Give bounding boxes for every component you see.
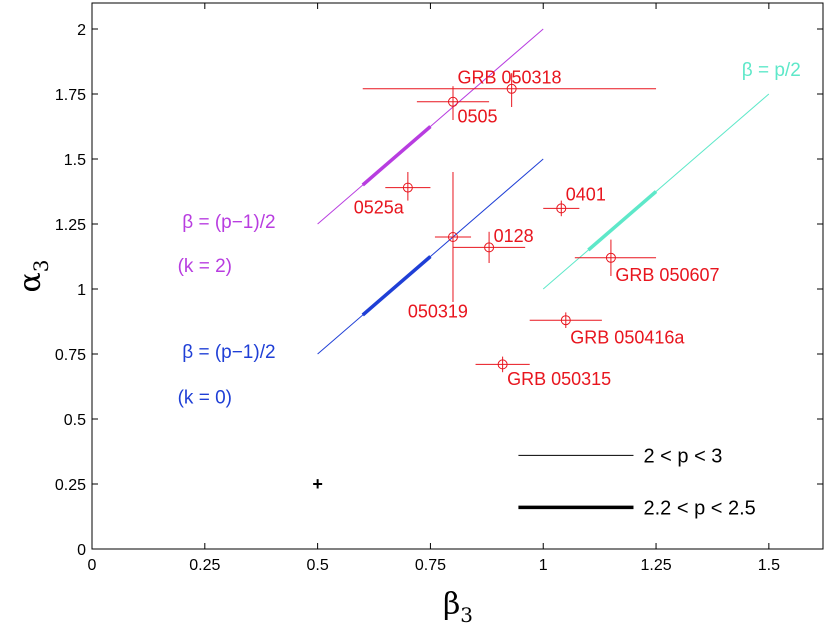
point-label: 050319 [408, 302, 468, 322]
y-tick-label: 1.75 [55, 87, 86, 104]
y-tick-label: 1.5 [64, 152, 86, 169]
label-k0: β = (p−1)/2 [182, 342, 275, 363]
y-axis-label: α3 [13, 260, 53, 293]
data-point: GRB 050315 [475, 356, 611, 389]
data-point: GRB 050607 [574, 239, 720, 285]
label-k2: β = (p−1)/2 [182, 212, 275, 233]
point-marker [506, 83, 517, 94]
data-point: 0505 [416, 86, 498, 127]
point-marker [447, 232, 458, 242]
x-tick-label: 1.25 [640, 557, 671, 574]
sublabel-k2: (k = 2) [178, 256, 232, 277]
data-point: GRB 050416a [529, 312, 685, 348]
x-tick-label: 0.25 [189, 557, 220, 574]
x-tick-label: 1 [539, 557, 548, 574]
line-k0-thick [361, 255, 432, 317]
reference-marker: + [312, 474, 323, 494]
y-tick-label: 2 [77, 22, 86, 39]
point-label: 0128 [494, 226, 534, 246]
point-marker [484, 242, 495, 253]
y-tick-label: 0.25 [55, 477, 86, 494]
point-label: 0525a [354, 198, 405, 218]
plot-area [91, 2, 824, 550]
y-tick-label: 0 [77, 542, 86, 559]
line-k2-thick [361, 125, 432, 187]
x-axis-label: β3 [443, 587, 473, 624]
y-tick-label: 0.75 [55, 347, 86, 364]
point-marker [402, 182, 413, 193]
data-point: GRB 050318 [362, 68, 657, 107]
data-point: 050319 [408, 172, 472, 322]
line-pover2-thick [587, 190, 658, 252]
data-point: 0401 [543, 185, 606, 217]
x-tick-label: 1.5 [758, 557, 780, 574]
data-point: 0128 [452, 226, 534, 263]
sublabel-k0: (k = 0) [178, 387, 232, 408]
legend-label-thin: 2 < p < 3 [643, 445, 722, 467]
x-tick-label: 0 [88, 557, 97, 574]
point-label: 0505 [458, 107, 498, 127]
y-tick-label: 1.25 [55, 217, 86, 234]
x-tick-label: 0.75 [415, 557, 446, 574]
point-marker [560, 315, 571, 326]
y-tick-label: 1 [77, 282, 86, 299]
point-marker [605, 252, 616, 263]
point-marker [447, 96, 458, 107]
point-label: GRB 050607 [615, 265, 719, 285]
point-label: GRB 050315 [507, 369, 611, 389]
point-marker [497, 359, 508, 370]
label-pover2: β = p/2 [742, 60, 801, 81]
x-tick-label: 0.5 [306, 557, 328, 574]
data-point: 0525a [354, 172, 431, 218]
point-label: GRB 050416a [570, 328, 685, 348]
point-label: 0401 [566, 185, 606, 205]
y-tick-label: 0.5 [64, 412, 86, 429]
legend-label-thick: 2.2 < p < 2.5 [643, 497, 755, 519]
point-label: GRB 050318 [458, 68, 562, 88]
point-marker [556, 203, 567, 214]
